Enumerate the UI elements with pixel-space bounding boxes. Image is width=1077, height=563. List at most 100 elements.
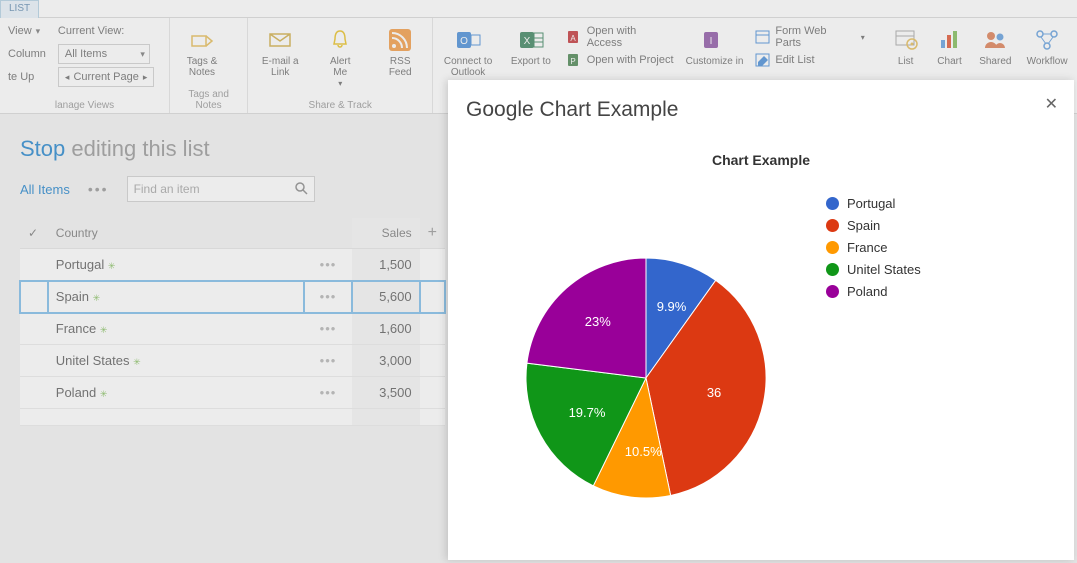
edit-icon bbox=[755, 52, 771, 68]
legend-label: Portugal bbox=[847, 196, 895, 211]
outlook-icon: O bbox=[454, 26, 482, 54]
ribbon-column-menu[interactable]: Column bbox=[4, 43, 50, 65]
customize-button[interactable]: I Customize in bbox=[682, 20, 748, 67]
table-row[interactable]: France ✳•••1,600 bbox=[20, 313, 445, 345]
table-row[interactable]: Spain ✳•••5,600 bbox=[20, 281, 445, 313]
legend-swatch bbox=[826, 285, 839, 298]
ribbon-navigate-up[interactable]: te Up bbox=[4, 66, 50, 88]
navigate-up-label: te Up bbox=[8, 71, 34, 83]
export-excel-button[interactable]: X Export to bbox=[503, 20, 559, 67]
rss-feed-button[interactable]: RSS Feed bbox=[372, 20, 428, 100]
search-placeholder: Find an item bbox=[134, 182, 200, 196]
view-all-items[interactable]: All Items bbox=[20, 182, 70, 197]
tags-icon bbox=[188, 26, 216, 54]
current-page-button[interactable]: ◂Current Page▸ bbox=[58, 67, 155, 87]
row-menu[interactable]: ••• bbox=[304, 377, 352, 409]
legend-item: Poland bbox=[826, 280, 921, 302]
country-name: Poland bbox=[56, 385, 96, 400]
email-link-button[interactable]: E-mail a Link bbox=[252, 20, 308, 100]
ribbon-group-share: Share & Track bbox=[252, 100, 428, 113]
col-sales[interactable]: Sales bbox=[352, 218, 420, 249]
legend-swatch bbox=[826, 241, 839, 254]
col-country[interactable]: Country bbox=[48, 218, 304, 249]
open-project-button[interactable]: P Open with Project bbox=[563, 49, 678, 71]
workflow-button[interactable]: Workflow bbox=[1021, 20, 1073, 67]
people-icon bbox=[981, 26, 1009, 54]
ribbon-tab-list[interactable]: LIST bbox=[0, 0, 39, 18]
alert-me-button[interactable]: Alert Me▾ bbox=[312, 20, 368, 100]
add-column[interactable]: + bbox=[420, 218, 445, 249]
row-menu[interactable]: ••• bbox=[304, 249, 352, 281]
current-view-dropdown[interactable]: All Items bbox=[58, 44, 150, 64]
chart-title: Chart Example bbox=[466, 152, 1056, 168]
ribbon-group-tags: Tags and Notes bbox=[174, 89, 243, 113]
table-row[interactable]: Unitel States ✳•••3,000 bbox=[20, 345, 445, 377]
stop-link[interactable]: Stop bbox=[20, 136, 65, 161]
legend-label: France bbox=[847, 240, 887, 255]
form-web-parts-button[interactable]: Form Web Parts▾ bbox=[751, 26, 868, 48]
open-access-button[interactable]: A Open with Access bbox=[563, 26, 678, 48]
form-icon bbox=[755, 29, 771, 45]
table-row[interactable]: Poland ✳ •••3,500 bbox=[20, 377, 445, 409]
svg-text:P: P bbox=[570, 57, 575, 66]
col-check[interactable]: ✓ bbox=[20, 218, 48, 249]
svg-text:O: O bbox=[460, 36, 468, 47]
chart-button[interactable]: Chart bbox=[930, 20, 970, 67]
bell-icon bbox=[326, 26, 354, 54]
pie-slice-label: 19.7% bbox=[569, 405, 606, 420]
legend-item: Portugal bbox=[826, 192, 921, 214]
legend-item: Unitel States bbox=[826, 258, 921, 280]
new-marker-icon: ✳ bbox=[100, 325, 108, 335]
legend-label: Spain bbox=[847, 218, 880, 233]
edit-list-button[interactable]: Edit List bbox=[751, 49, 868, 71]
close-icon[interactable]: ✕ bbox=[1045, 94, 1058, 114]
tags-notes-button[interactable]: Tags & Notes bbox=[174, 20, 230, 89]
sales-value: 1,500 bbox=[352, 249, 420, 281]
infopath-icon: I bbox=[701, 26, 729, 54]
view-label: View bbox=[8, 25, 32, 37]
ribbon-view-menu[interactable]: View▾ bbox=[4, 20, 50, 42]
search-input[interactable]: Find an item bbox=[127, 176, 315, 202]
chart-modal: Google Chart Example ✕ Chart Example 9.9… bbox=[448, 80, 1074, 560]
shared-button[interactable]: Shared bbox=[973, 20, 1017, 67]
stop-rest: editing this list bbox=[71, 136, 209, 161]
row-menu[interactable]: ••• bbox=[304, 345, 352, 377]
legend-label: Poland bbox=[847, 284, 887, 299]
list-settings-button[interactable]: List bbox=[886, 20, 926, 67]
pie-slice-label: 10.5% bbox=[625, 444, 662, 459]
legend-label: Unitel States bbox=[847, 262, 921, 277]
project-icon: P bbox=[567, 52, 583, 68]
new-marker-icon: ✳ bbox=[133, 357, 141, 367]
search-icon bbox=[294, 181, 308, 198]
modal-title: Google Chart Example bbox=[466, 98, 1056, 122]
sales-value: 1,600 bbox=[352, 313, 420, 345]
pie-chart bbox=[516, 248, 776, 508]
svg-text:X: X bbox=[523, 36, 530, 47]
view-more-menu[interactable]: ••• bbox=[88, 181, 109, 197]
list-icon bbox=[892, 26, 920, 54]
pie-slice-label: 23% bbox=[585, 314, 611, 329]
row-menu[interactable]: ••• bbox=[304, 281, 352, 313]
new-marker-icon: ✳ bbox=[100, 389, 108, 399]
row-menu[interactable]: ••• bbox=[304, 313, 352, 345]
legend-item: Spain bbox=[826, 214, 921, 236]
legend-swatch bbox=[826, 263, 839, 276]
connect-outlook-button[interactable]: O Connect to Outlook bbox=[437, 20, 499, 78]
sales-value: 3,500 bbox=[352, 377, 420, 409]
chart-legend: Portugal Spain France Unitel States Poland bbox=[826, 188, 921, 508]
current-view-label: Current View: bbox=[58, 25, 124, 37]
table-row[interactable]: Portugal ✳•••1,500 bbox=[20, 249, 445, 281]
workflow-icon bbox=[1033, 26, 1061, 54]
rss-icon bbox=[386, 26, 414, 54]
svg-text:A: A bbox=[570, 34, 576, 43]
pie-slice-label: 36 bbox=[707, 385, 721, 400]
envelope-icon bbox=[266, 26, 294, 54]
pie-slice-label: 9.9% bbox=[657, 299, 687, 314]
new-marker-icon: ✳ bbox=[93, 293, 101, 303]
legend-swatch bbox=[826, 219, 839, 232]
legend-item: France bbox=[826, 236, 921, 258]
column-label: Column bbox=[8, 48, 46, 60]
country-name: Unitel States bbox=[56, 353, 130, 368]
new-marker-icon: ✳ bbox=[108, 261, 116, 271]
data-table: ✓ Country Sales + Portugal ✳•••1,500Spai… bbox=[20, 218, 445, 426]
